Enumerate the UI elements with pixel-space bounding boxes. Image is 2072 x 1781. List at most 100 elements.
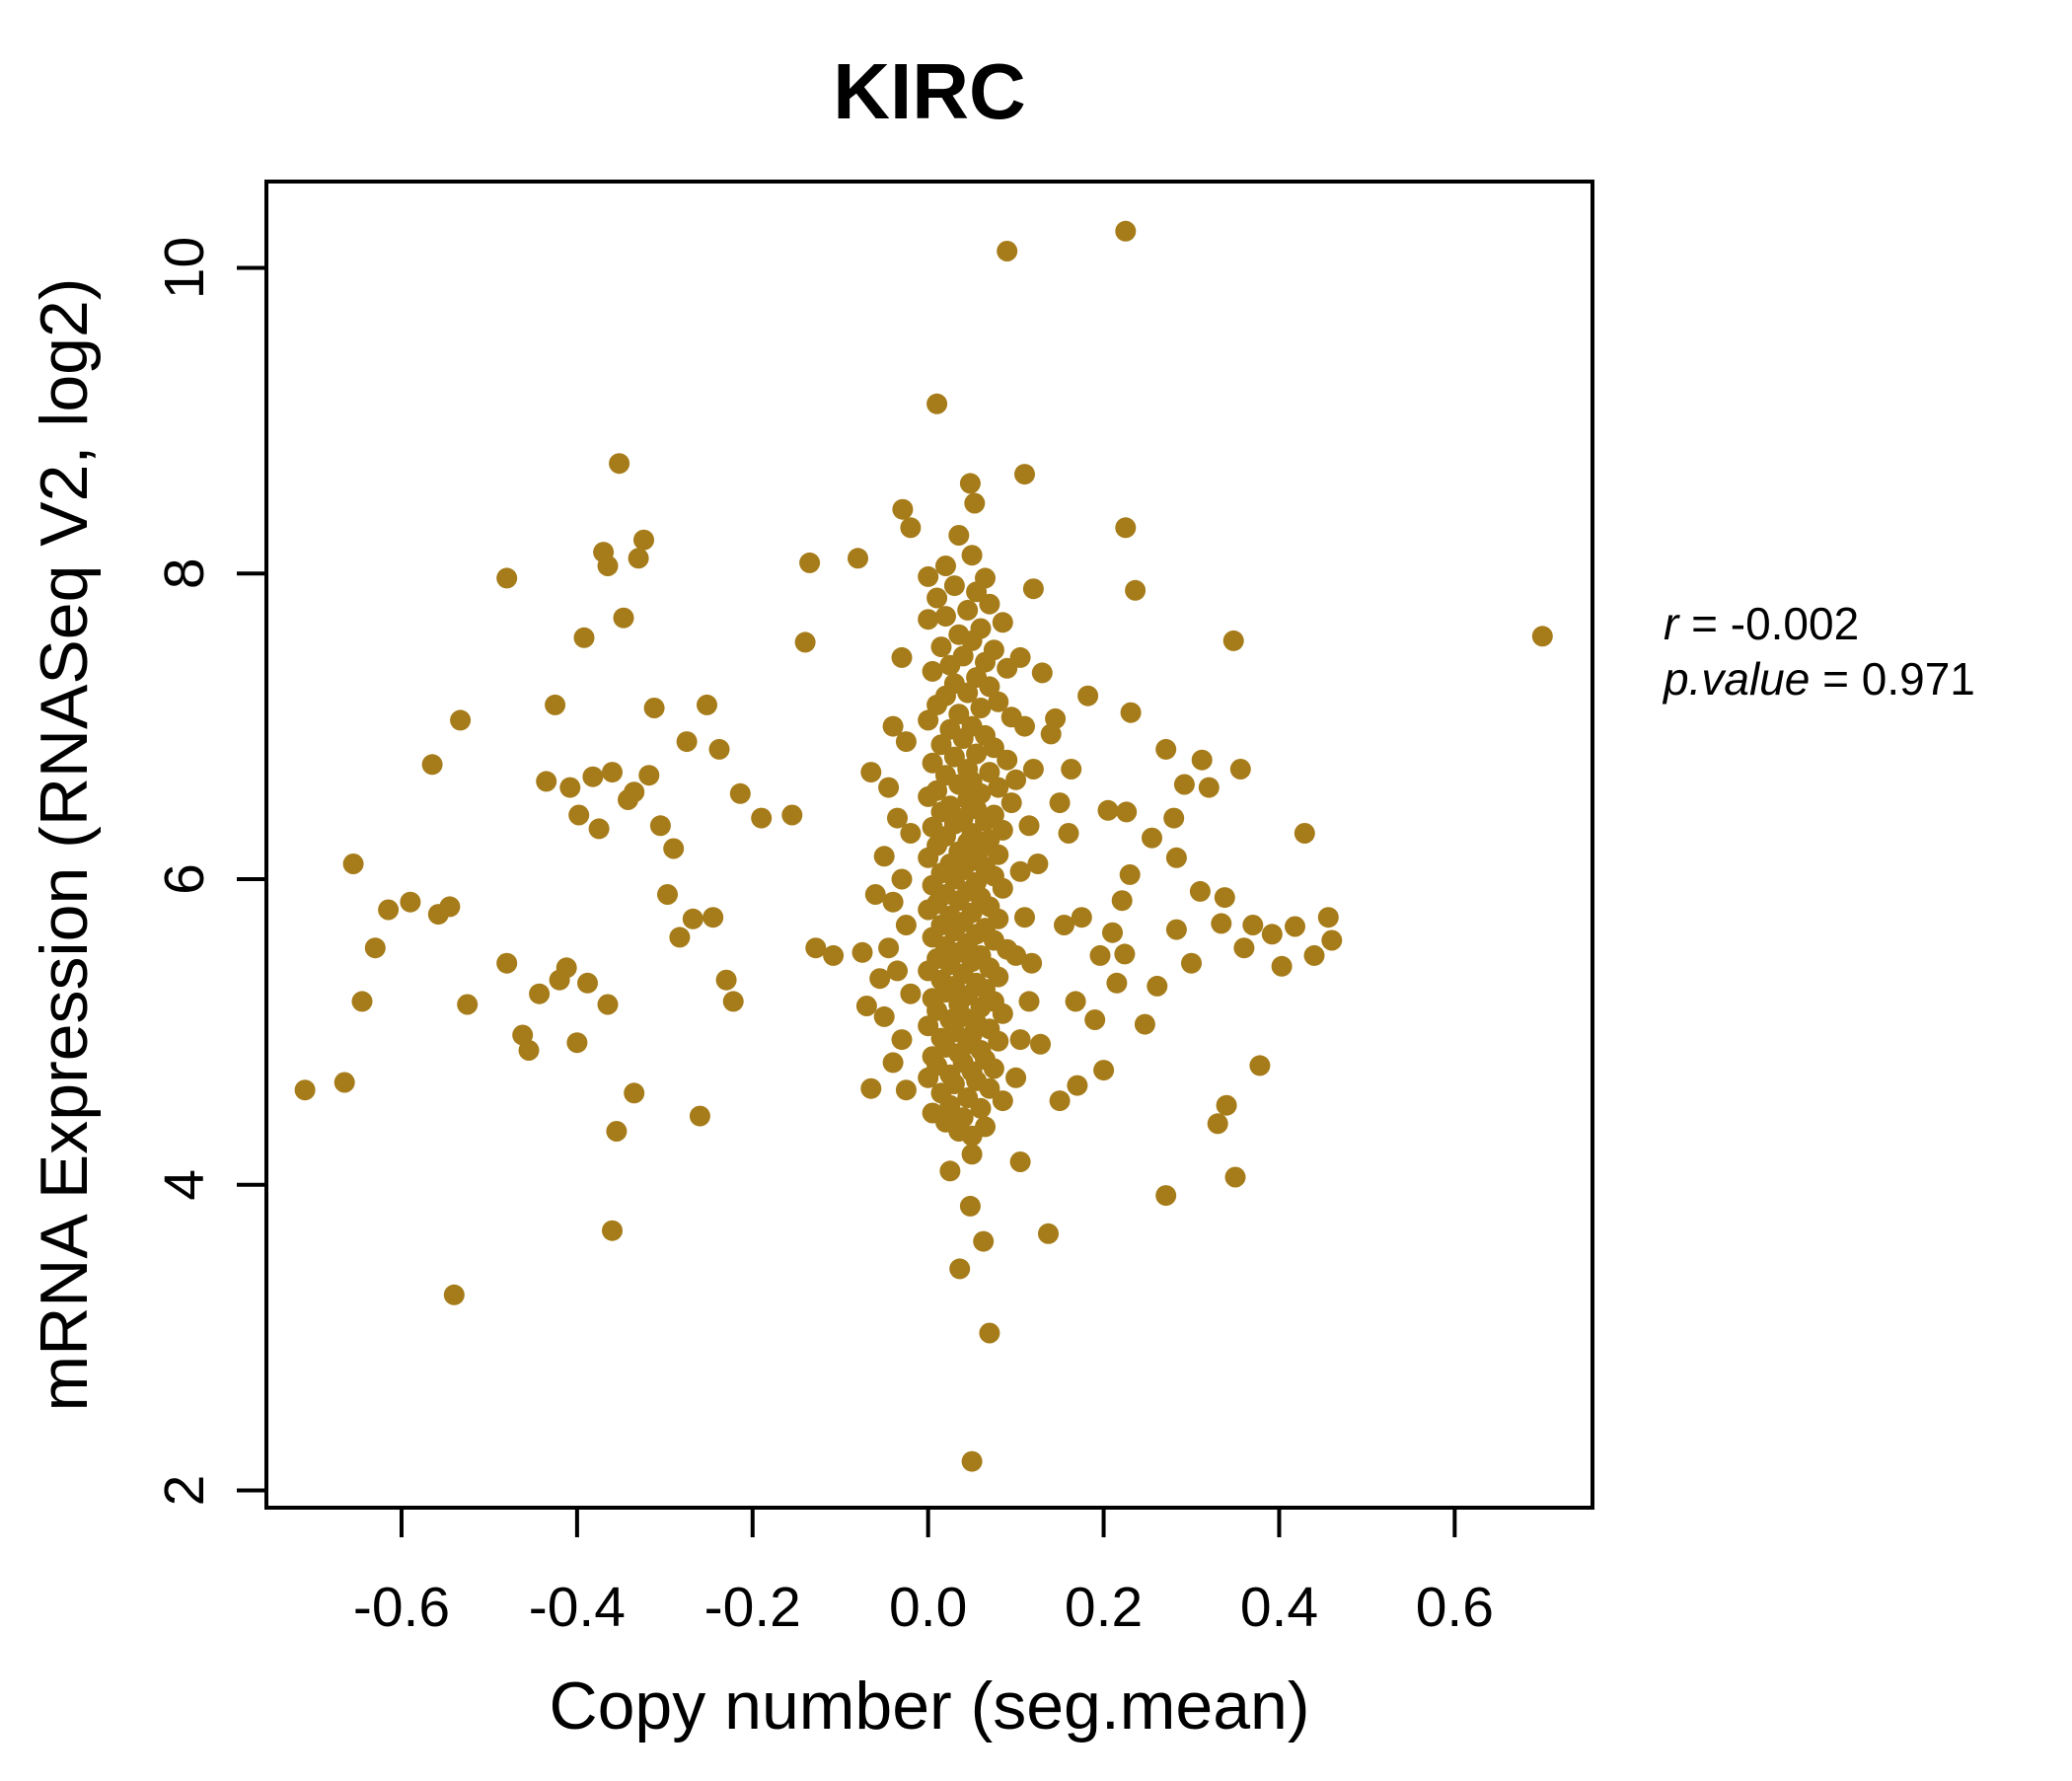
data-point [559,777,581,798]
data-point [805,937,827,959]
data-point [900,517,922,539]
data-point [450,709,472,731]
data-point [1224,1166,1246,1188]
data-point [992,877,1013,899]
data-point [545,694,566,715]
x-tick-label: -0.6 [353,1576,450,1639]
data-point [400,891,421,913]
data-point [703,907,724,928]
data-point [1142,827,1162,849]
data-point [1030,1033,1051,1055]
data-point [536,771,557,792]
data-point [1214,887,1235,909]
data-point [799,552,821,573]
data-point [1317,907,1339,928]
y-axis-label: mRNA Expression (RNASeq V2, log2) [27,278,102,1412]
data-point [1114,943,1136,965]
data-point [1271,955,1293,977]
data-point [609,453,630,475]
data-point [457,994,479,1015]
data-point [1093,1060,1115,1081]
data-point [992,612,1013,633]
data-point [628,548,649,569]
y-tick-label: 2 [153,1475,216,1507]
data-point [966,743,988,765]
data-point [676,731,698,753]
y-tick-label: 8 [153,557,216,589]
data-point [582,766,604,787]
data-point [1005,1067,1027,1088]
data-point [1022,759,1044,779]
data-point [878,777,900,798]
data-point [715,969,737,991]
data-point [708,738,730,760]
data-point [1261,924,1283,945]
data-point [887,807,908,829]
data-point [970,698,992,718]
data-point [891,1029,913,1051]
data-point [983,737,1004,759]
data-point [1018,815,1040,837]
data-point [1216,1094,1237,1116]
data-point [669,927,691,948]
stat-r-line: r = -0.002 [1664,598,1859,649]
data-point [588,818,610,840]
data-point [895,1079,917,1101]
data-point [959,473,981,494]
data-point [1116,801,1138,823]
data-point [1229,759,1251,779]
data-point [1005,769,1027,790]
data-point [1211,913,1232,934]
data-point [900,983,922,1004]
data-point [1134,1013,1155,1035]
data-point [891,646,913,668]
data-point [882,891,904,913]
data-point [979,762,1000,783]
data-point [1084,1009,1106,1030]
data-point [1049,792,1071,814]
data-point [1120,702,1142,723]
data-point [697,694,717,715]
data-point [1049,1090,1071,1112]
data-point [918,609,939,631]
stat-p-value: = 0.971 [1810,653,1975,705]
data-point [988,777,1009,798]
x-tick-label: -0.2 [704,1576,801,1639]
data-point [1222,630,1244,651]
data-point [949,1258,971,1280]
x-tick-label: 0.2 [1065,1576,1143,1639]
x-tick-label: -0.4 [529,1576,626,1639]
data-point [892,498,914,520]
stat-r-var: r [1664,598,1680,649]
data-point [882,715,904,737]
data-point [294,1079,316,1101]
x-axis: -0.6 -0.4 -0.2 0.0 0.2 0.4 0.6 [353,1508,1494,1639]
data-point [973,1230,995,1252]
data-point [891,868,913,890]
data-point [930,734,952,756]
data-point [926,587,948,609]
data-point [943,746,965,768]
data-point [751,807,773,829]
data-point [979,1322,1000,1344]
data-point [1147,975,1168,997]
data-point [970,1097,992,1119]
data-point [1077,685,1099,706]
data-point [935,556,956,576]
data-point [887,960,908,982]
data-point [1014,464,1035,485]
data-point [961,630,983,651]
data-point [1021,952,1043,974]
data-point [961,1125,983,1147]
data-point [1071,907,1092,928]
data-point [935,606,956,628]
data-point [918,785,939,807]
data-point [1058,823,1079,844]
data-point [961,1144,983,1165]
data-point [988,1030,1009,1052]
data-point [895,915,917,935]
data-point [342,853,364,874]
data-point [443,1284,465,1305]
data-point [1198,777,1220,798]
